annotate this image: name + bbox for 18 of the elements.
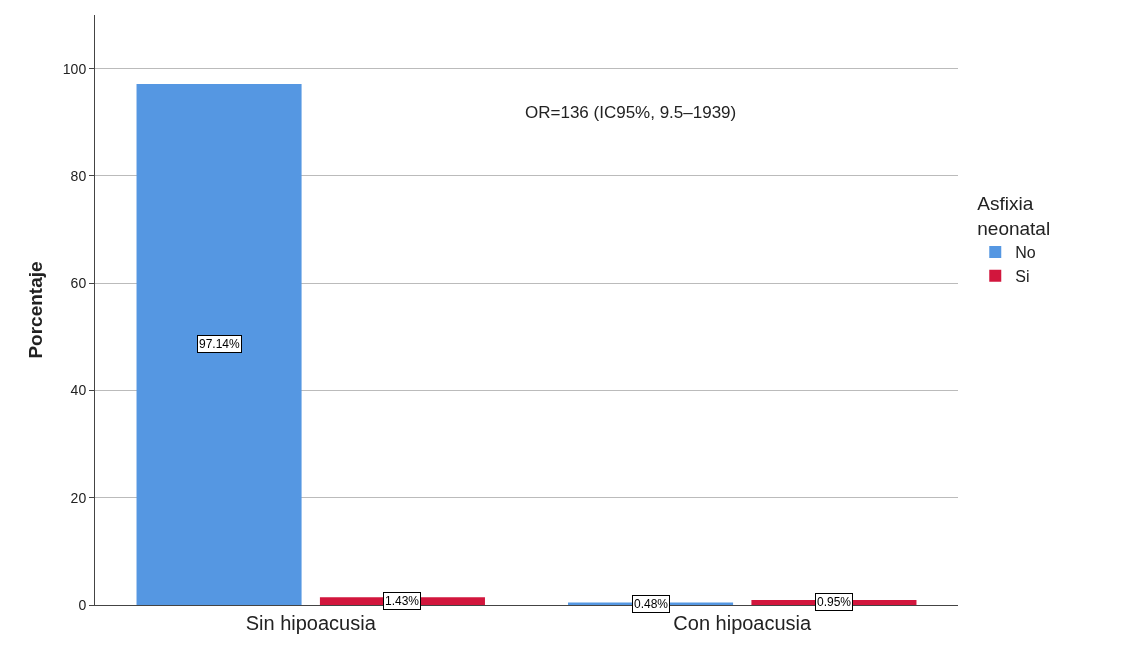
data-label: 97.14% <box>199 337 241 351</box>
bar <box>136 83 302 605</box>
legend-title: Asfixia neonatal <box>977 193 1051 240</box>
y-tick-label: 40 <box>70 382 87 399</box>
data-label: 0.95% <box>817 595 852 609</box>
legend-label: No <box>1015 244 1036 262</box>
data-label: 0.48% <box>634 597 669 611</box>
y-tick-label: 20 <box>70 489 87 506</box>
y-tick-label: 100 <box>62 60 87 77</box>
annotation: OR=136 (IC95%, 9.5–1939) <box>525 103 737 122</box>
y-tick-label: 80 <box>70 167 87 184</box>
y-axis-title: Porcentaje <box>24 261 46 359</box>
data-label: 1.43% <box>385 594 420 608</box>
x-tick-label: Con hipoacusia <box>673 612 813 634</box>
legend-label: Si <box>1015 268 1030 286</box>
y-tick-label: 60 <box>70 275 87 292</box>
y-tick-label: 0 <box>78 596 87 613</box>
x-tick-label: Sin hipoacusia <box>245 612 377 634</box>
